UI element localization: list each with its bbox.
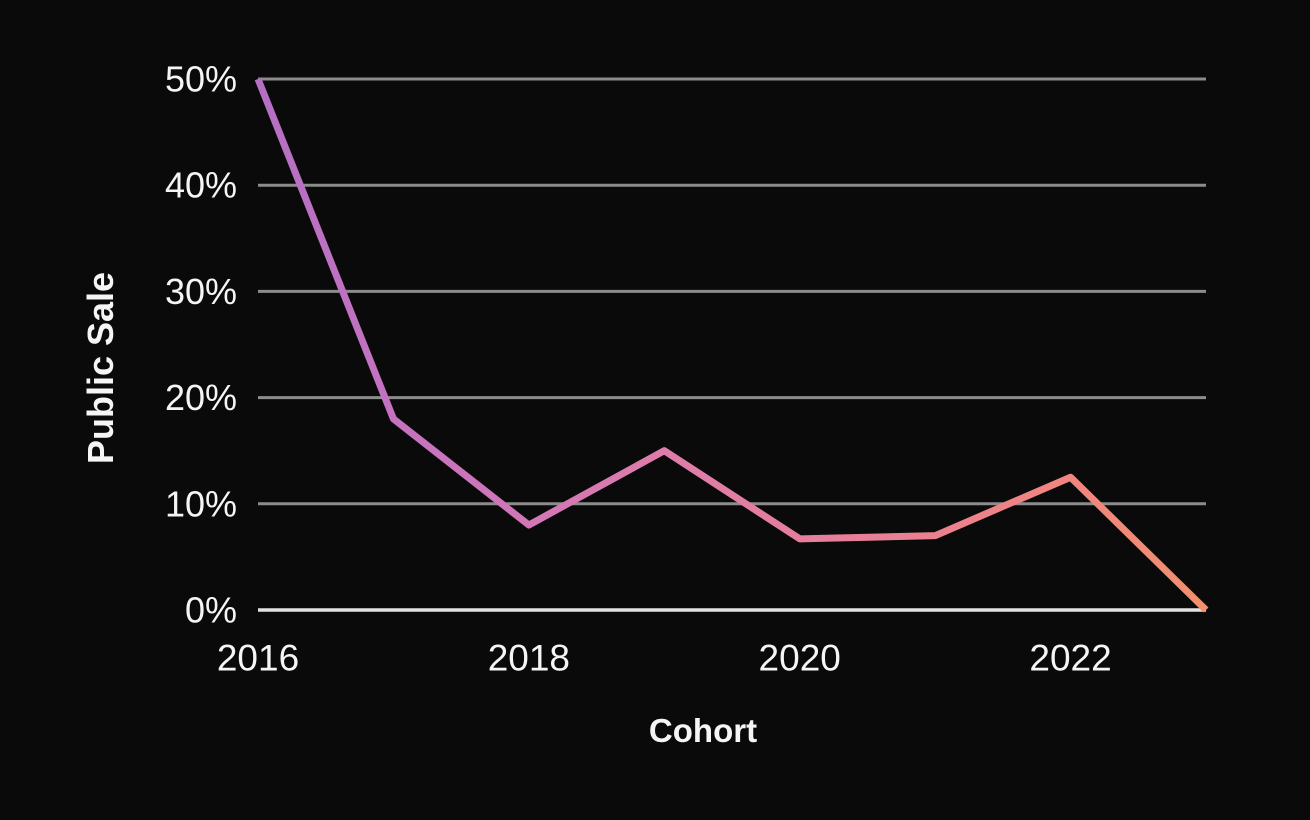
public-sale-line: [254, 77, 1209, 613]
y-tick-label: 20%: [165, 377, 237, 418]
y-axis-label: Public Sale: [80, 271, 121, 465]
y-tick-label: 50%: [165, 59, 237, 100]
x-tick-label: 2022: [1029, 638, 1111, 679]
y-tick-label: 0%: [185, 590, 237, 631]
y-tick-label: 30%: [165, 271, 237, 312]
x-tick-label: 2018: [488, 638, 570, 679]
x-tick-label: 2020: [759, 638, 841, 679]
x-tick-label: 2016: [217, 638, 299, 679]
y-tick-label: 40%: [165, 165, 237, 206]
y-tick-label: 10%: [165, 483, 237, 524]
x-axis-label: Cohort: [648, 712, 758, 749]
